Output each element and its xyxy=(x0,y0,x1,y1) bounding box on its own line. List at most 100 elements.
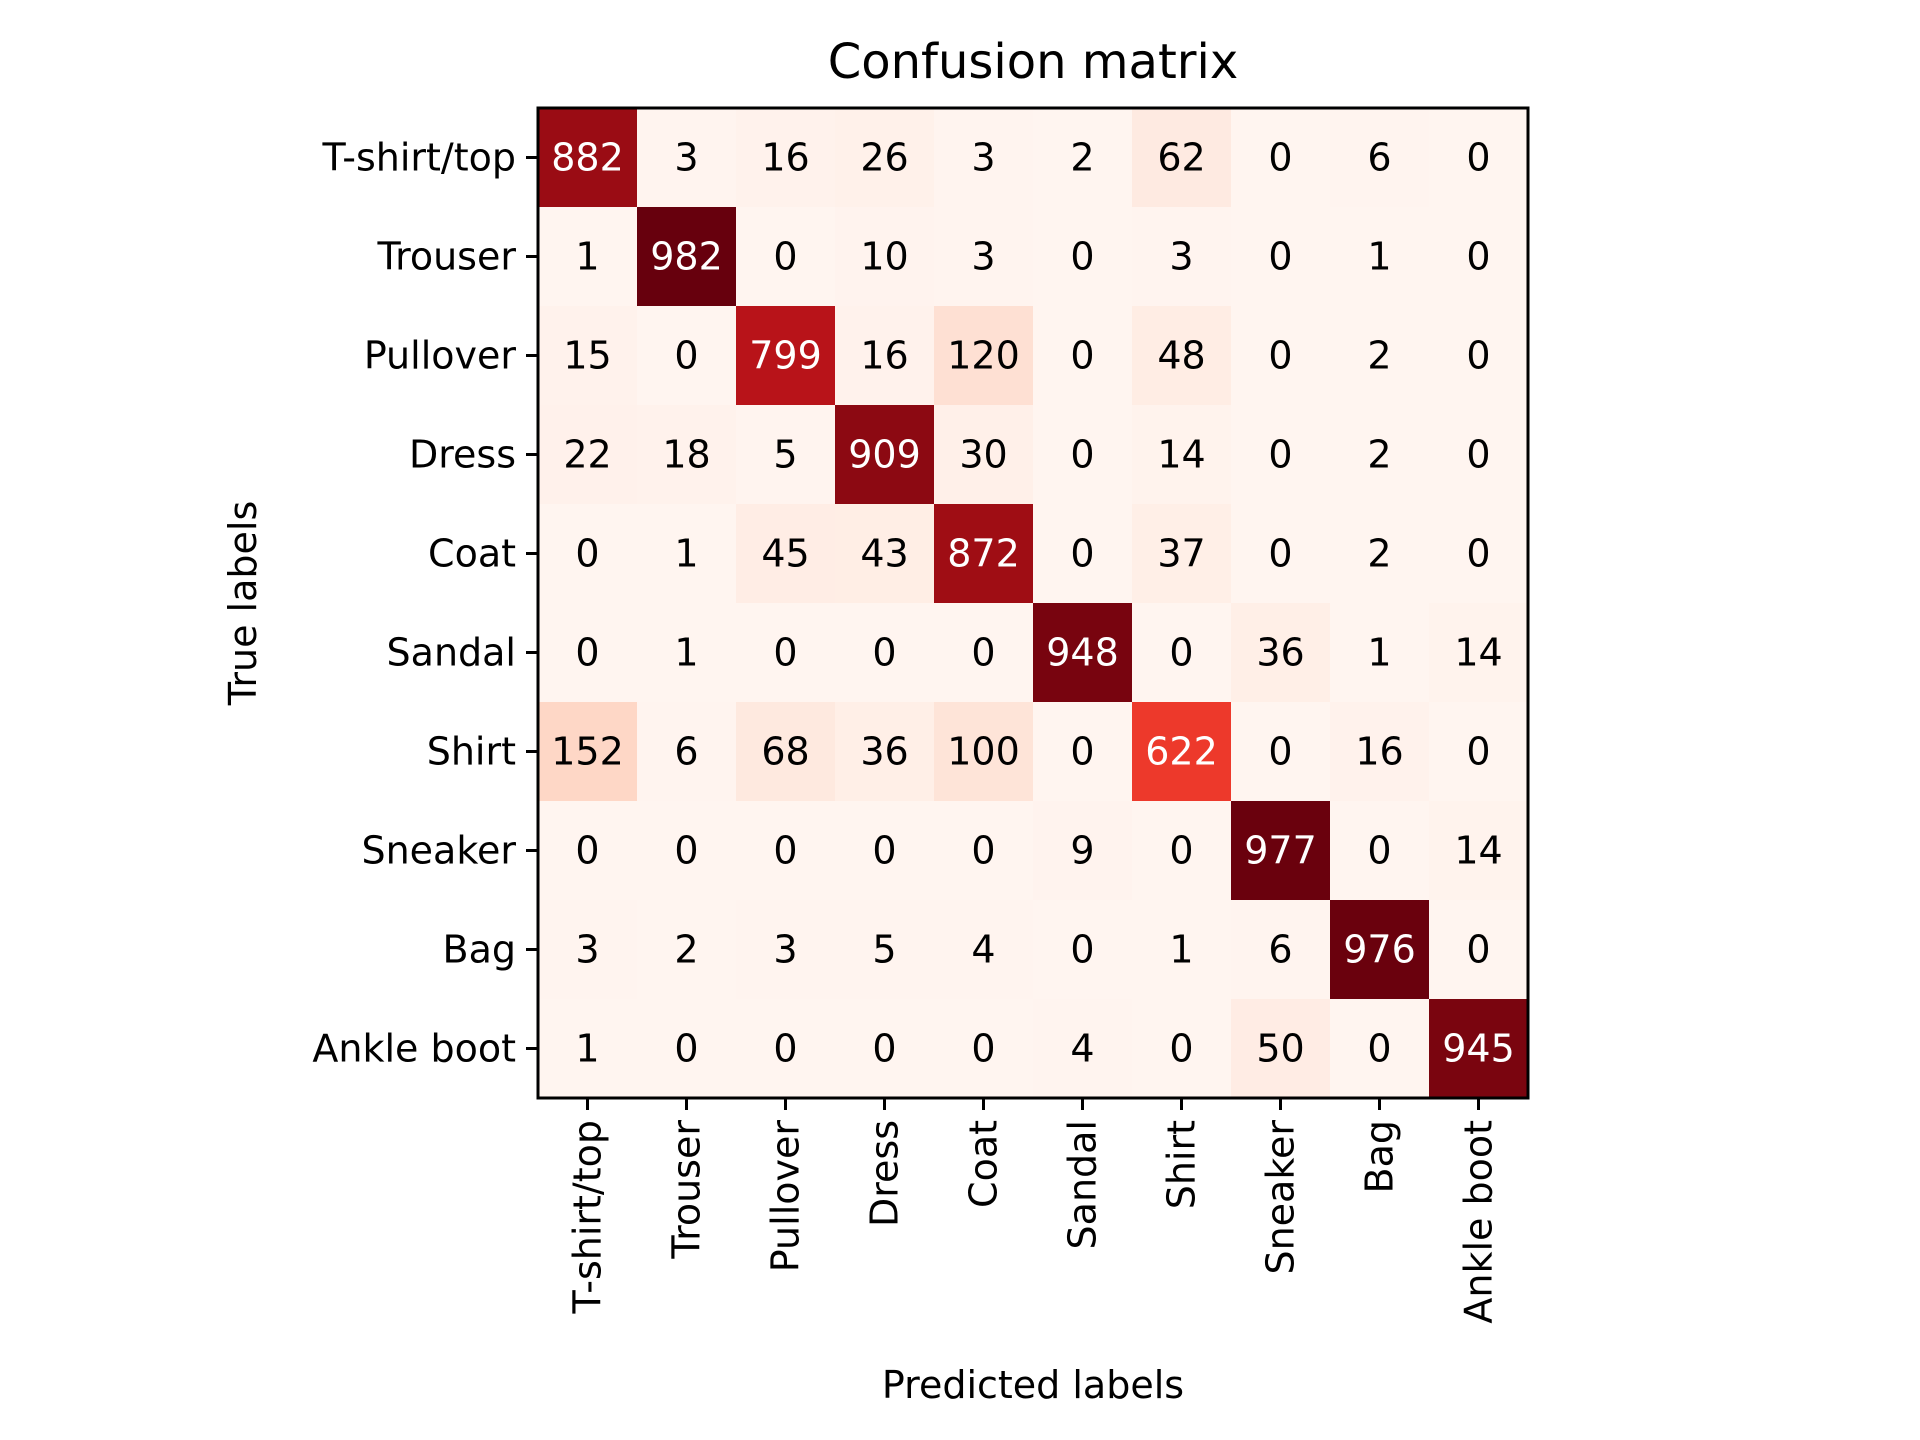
cell-value-label: 152 xyxy=(551,730,624,774)
cell-value-label: 6 xyxy=(1367,136,1391,180)
cell-value-label: 0 xyxy=(872,1027,896,1071)
cell-value-label: 3 xyxy=(971,235,995,279)
heatmap-cell xyxy=(1429,306,1529,406)
cell-value-label: 0 xyxy=(674,829,698,873)
heatmap-cell xyxy=(1330,999,1430,1099)
heatmap-cell xyxy=(538,603,638,703)
cell-value-label: 872 xyxy=(947,532,1020,576)
cell-value-label: 3 xyxy=(773,928,797,972)
heatmap-cell xyxy=(934,504,1034,604)
x-tick-label: Sandal xyxy=(1061,1120,1105,1249)
cell-value-label: 0 xyxy=(971,829,995,873)
x-axis-label: Predicted labels xyxy=(882,1363,1184,1407)
cell-value-label: 37 xyxy=(1157,532,1205,576)
heatmap-cell xyxy=(934,801,1034,901)
cell-value-label: 26 xyxy=(860,136,908,180)
y-tick-label: T-shirt/top xyxy=(322,136,516,180)
cell-value-label: 0 xyxy=(674,1027,698,1071)
heatmap-cell xyxy=(637,207,737,307)
cell-value-label: 1 xyxy=(674,631,698,675)
heatmap-cell xyxy=(1132,702,1232,802)
cell-value-label: 0 xyxy=(773,1027,797,1071)
cell-value-label: 948 xyxy=(1046,631,1119,675)
y-axis-label: True labels xyxy=(221,501,265,707)
cell-value-label: 0 xyxy=(1169,829,1193,873)
x-tick-label: Sneaker xyxy=(1259,1120,1303,1275)
heatmap-cell xyxy=(1330,306,1430,406)
cell-value-label: 43 xyxy=(860,532,908,576)
cell-value-label: 799 xyxy=(749,334,822,378)
cell-value-label: 0 xyxy=(1466,136,1490,180)
cell-value-label: 0 xyxy=(1169,631,1193,675)
cell-value-label: 977 xyxy=(1244,829,1317,873)
cell-value-label: 0 xyxy=(575,829,599,873)
heatmap-cell xyxy=(736,900,836,1000)
heatmap-cell xyxy=(1132,306,1232,406)
heatmap-cell xyxy=(835,207,935,307)
cell-value-label: 45 xyxy=(761,532,809,576)
cell-value-label: 0 xyxy=(872,829,896,873)
heatmap-cell xyxy=(1033,504,1133,604)
heatmap-cell xyxy=(1429,504,1529,604)
cell-value-label: 16 xyxy=(761,136,809,180)
cell-value-label: 36 xyxy=(1256,631,1304,675)
heatmap-cell xyxy=(1132,603,1232,703)
heatmap-cell xyxy=(1429,900,1529,1000)
heatmap-cell xyxy=(934,999,1034,1099)
cell-value-label: 0 xyxy=(773,829,797,873)
heatmap-cell xyxy=(1330,108,1430,208)
cell-value-label: 0 xyxy=(1268,730,1292,774)
heatmap-cell xyxy=(736,999,836,1099)
heatmap-cell xyxy=(835,603,935,703)
heatmap-cell xyxy=(637,603,737,703)
heatmap-cell xyxy=(835,504,935,604)
x-tick-label: Trouser xyxy=(665,1120,709,1260)
y-axis-ticks: T-shirt/top Trouser Pullover Dress Coat Sanda… xyxy=(312,136,538,1071)
cell-value-label: 6 xyxy=(674,730,698,774)
x-tick-label: T-shirt/top xyxy=(566,1120,610,1314)
heatmap-cell xyxy=(1132,504,1232,604)
heatmap-cell xyxy=(1033,405,1133,505)
heatmap-cell xyxy=(538,900,638,1000)
x-tick-label: Dress xyxy=(863,1120,907,1227)
cell-value-label: 0 xyxy=(575,631,599,675)
y-tick-label: Shirt xyxy=(427,730,516,774)
heatmap-cell xyxy=(538,999,638,1099)
heatmap-cell xyxy=(835,900,935,1000)
y-tick-label: Sneaker xyxy=(361,829,516,873)
cell-value-label: 909 xyxy=(848,433,921,477)
cell-value-label: 5 xyxy=(872,928,896,972)
cell-value-label: 622 xyxy=(1145,730,1218,774)
heatmap-cell xyxy=(1033,702,1133,802)
cell-value-label: 3 xyxy=(674,136,698,180)
x-tick-label: Coat xyxy=(962,1120,1006,1208)
cell-value-label: 1 xyxy=(1367,631,1391,675)
cell-value-label: 6 xyxy=(1268,928,1292,972)
cell-value-label: 0 xyxy=(1466,730,1490,774)
cell-value-label: 36 xyxy=(860,730,908,774)
cell-value-label: 4 xyxy=(1070,1027,1094,1071)
cell-value-label: 0 xyxy=(1268,136,1292,180)
cell-value-label: 0 xyxy=(1466,433,1490,477)
heatmap-cell xyxy=(1429,108,1529,208)
cell-value-label: 0 xyxy=(1268,334,1292,378)
cell-value-label: 14 xyxy=(1157,433,1205,477)
heatmap-cell xyxy=(1330,900,1430,1000)
heatmap-cell xyxy=(538,207,638,307)
cell-value-label: 2 xyxy=(1367,532,1391,576)
cell-value-label: 0 xyxy=(1466,532,1490,576)
heatmap-cell xyxy=(1231,999,1331,1099)
cell-value-label: 0 xyxy=(1466,235,1490,279)
heatmap-cell xyxy=(538,108,638,208)
heatmap-cell xyxy=(637,801,737,901)
cell-value-label: 100 xyxy=(947,730,1020,774)
heatmap-cell xyxy=(1033,108,1133,208)
heatmap-cell xyxy=(835,405,935,505)
heatmap-cell xyxy=(934,702,1034,802)
heatmap-cell xyxy=(1429,405,1529,505)
heatmap-cell xyxy=(835,306,935,406)
heatmap-cell xyxy=(1330,702,1430,802)
heatmap-cell xyxy=(1132,207,1232,307)
cell-value-label: 50 xyxy=(1256,1027,1304,1071)
